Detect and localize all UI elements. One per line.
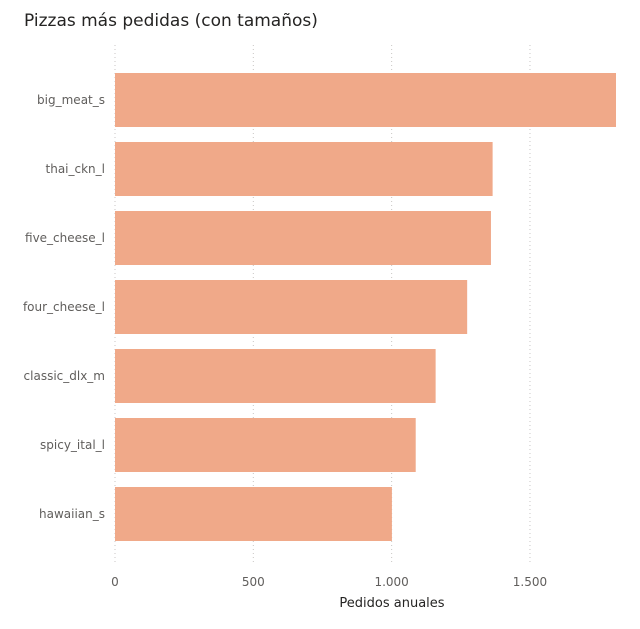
bar-thai_ckn_l[interactable]	[115, 142, 493, 196]
chart-title: Pizzas más pedidas (con tamaños)	[24, 11, 318, 31]
category-label: thai_ckn_l	[46, 162, 105, 176]
x-axis-title: Pedidos anuales	[339, 596, 444, 611]
category-labels: big_meat_s thai_ckn_l five_cheese_l four_ch…	[23, 93, 105, 521]
x-tick-label: 500	[242, 575, 265, 589]
category-label: hawaiian_s	[39, 507, 105, 521]
category-label: classic_dlx_m	[24, 369, 105, 383]
bar-hawaiian_s[interactable]	[115, 487, 392, 541]
bar-big_meat_s[interactable]	[115, 73, 616, 127]
category-label: spicy_ital_l	[40, 438, 105, 452]
bar-four_cheese_l[interactable]	[115, 280, 468, 334]
bars	[115, 73, 616, 541]
bar-five_cheese_l[interactable]	[115, 211, 491, 265]
bar-spicy_ital_l[interactable]	[115, 418, 416, 472]
bar-classic_dlx_m[interactable]	[115, 349, 436, 403]
x-tick-label: 1.500	[513, 575, 547, 589]
category-label: big_meat_s	[37, 93, 105, 107]
x-tick-labels: 0 500 1.000 1.500	[111, 575, 547, 589]
x-tick-label: 1.000	[374, 575, 408, 589]
x-tick-label: 0	[111, 575, 119, 589]
category-label: four_cheese_l	[23, 300, 105, 314]
category-label: five_cheese_l	[25, 231, 105, 245]
